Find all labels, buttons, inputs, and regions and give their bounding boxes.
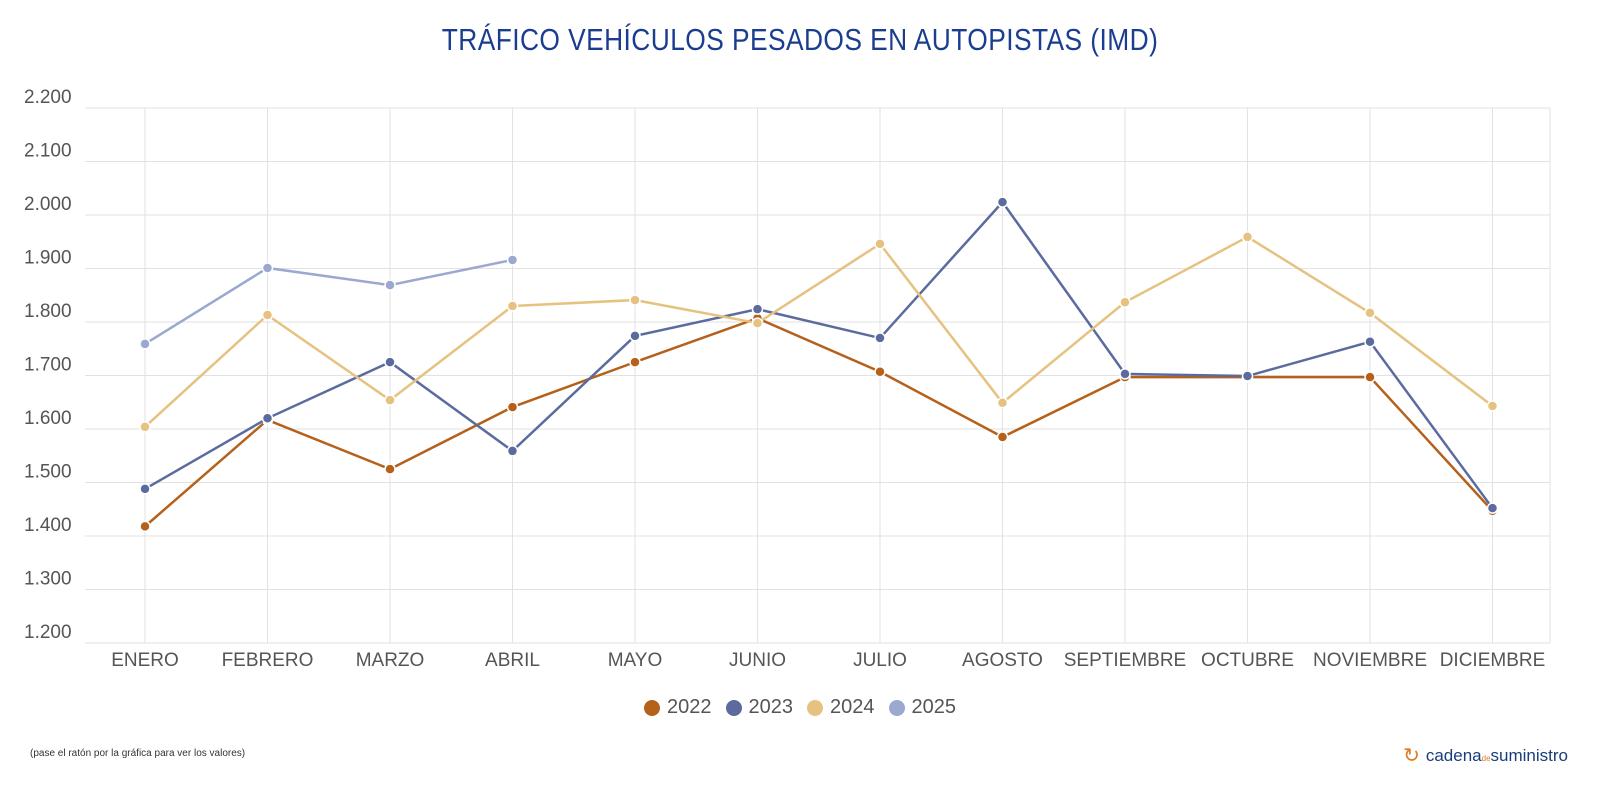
y-tick-label: 1.400 xyxy=(24,515,72,536)
data-point[interactable] xyxy=(1119,368,1131,380)
data-point[interactable] xyxy=(506,445,519,457)
series-line xyxy=(144,316,1494,528)
y-tick-label: 2.000 xyxy=(24,194,72,215)
data-point[interactable] xyxy=(751,317,764,329)
x-tick-label: ENERO xyxy=(111,650,179,671)
hover-note: (pase el ratón por la gráfica para ver l… xyxy=(30,748,246,759)
y-tick-label: 1.500 xyxy=(24,462,72,483)
data-point[interactable] xyxy=(506,300,519,312)
data-point[interactable] xyxy=(139,520,151,533)
y-tick-label: 2.100 xyxy=(24,141,72,162)
legend-item[interactable]: 2024 xyxy=(807,696,875,719)
x-tick-label: SEPTIEMBRE xyxy=(1064,650,1186,671)
data-point[interactable] xyxy=(874,238,886,250)
data-point[interactable] xyxy=(261,412,274,425)
x-tick-label: MARZO xyxy=(356,650,425,671)
data-point[interactable] xyxy=(384,463,396,475)
legend-item[interactable]: 2025 xyxy=(888,696,957,719)
legend-label: 2024 xyxy=(830,696,875,718)
x-tick-label: ABRIL xyxy=(485,650,540,671)
data-point[interactable] xyxy=(874,332,886,344)
x-tick-label: FEBRERO xyxy=(222,650,314,671)
data-point[interactable] xyxy=(139,338,151,350)
series-2023 xyxy=(139,196,1499,514)
data-point[interactable] xyxy=(629,330,641,342)
data-point[interactable] xyxy=(751,303,764,315)
series-line xyxy=(144,258,513,345)
x-tick-label: DICIEMBRE xyxy=(1440,650,1546,671)
legend-item[interactable]: 2023 xyxy=(725,696,794,719)
data-point[interactable] xyxy=(1486,400,1499,412)
legend-marker xyxy=(888,699,905,716)
data-point[interactable] xyxy=(384,279,396,291)
logo: ↻ cadenadesuministro xyxy=(1403,745,1568,767)
data-point[interactable] xyxy=(1241,231,1254,243)
series-line xyxy=(144,200,1494,509)
logo-icon: ↻ xyxy=(1403,745,1420,767)
series-line xyxy=(144,235,1494,428)
data-point[interactable] xyxy=(139,483,151,495)
y-tick-label: 1.300 xyxy=(24,569,72,590)
legend: 2022 2023 2024 2025 xyxy=(0,696,1600,719)
x-tick-label: JUNIO xyxy=(729,650,786,671)
legend-marker xyxy=(644,699,660,716)
x-tick-label: OCTUBRE xyxy=(1201,650,1294,671)
series-2022 xyxy=(139,312,1499,533)
x-tick-label: AGOSTO xyxy=(962,650,1043,671)
data-point[interactable] xyxy=(629,294,641,306)
y-tick-label: 1.900 xyxy=(24,248,72,269)
data-point[interactable] xyxy=(996,431,1009,443)
data-point[interactable] xyxy=(874,366,886,378)
data-point[interactable] xyxy=(1486,502,1499,514)
y-tick-label: 1.200 xyxy=(24,622,72,643)
data-point[interactable] xyxy=(1119,296,1131,308)
data-point[interactable] xyxy=(384,356,396,368)
data-point[interactable] xyxy=(1364,371,1376,383)
data-point[interactable] xyxy=(996,397,1009,409)
data-point[interactable] xyxy=(1241,370,1254,382)
y-tick-label: 1.700 xyxy=(24,355,72,376)
legend-label: 2023 xyxy=(748,696,794,718)
x-tick-label: NOVIEMBRE xyxy=(1313,650,1427,671)
x-tick-label: MAYO xyxy=(608,650,663,671)
data-point[interactable] xyxy=(261,262,274,274)
chart-title: TRÁFICO VEHÍCULOS PESADOS EN AUTOPISTAS … xyxy=(441,22,1159,57)
x-tick-label: JULIO xyxy=(853,650,907,671)
y-tick-label: 1.600 xyxy=(24,408,72,429)
y-tick-label: 1.800 xyxy=(24,301,72,322)
series-2024 xyxy=(139,231,1499,433)
data-point[interactable] xyxy=(1364,307,1376,319)
series-2025 xyxy=(139,254,519,350)
data-point[interactable] xyxy=(506,401,519,413)
legend-label: 2022 xyxy=(667,696,712,718)
data-point[interactable] xyxy=(261,309,274,321)
data-point[interactable] xyxy=(996,196,1009,208)
legend-item[interactable]: 2022 xyxy=(644,696,712,719)
data-point[interactable] xyxy=(139,421,151,433)
data-point[interactable] xyxy=(629,356,641,368)
data-point[interactable] xyxy=(506,254,519,266)
legend-label: 2025 xyxy=(911,696,957,718)
data-point[interactable] xyxy=(384,394,396,406)
y-tick-label: 2.200 xyxy=(24,87,72,108)
legend-marker xyxy=(725,699,742,716)
legend-marker xyxy=(807,699,823,716)
data-point[interactable] xyxy=(1364,336,1376,348)
